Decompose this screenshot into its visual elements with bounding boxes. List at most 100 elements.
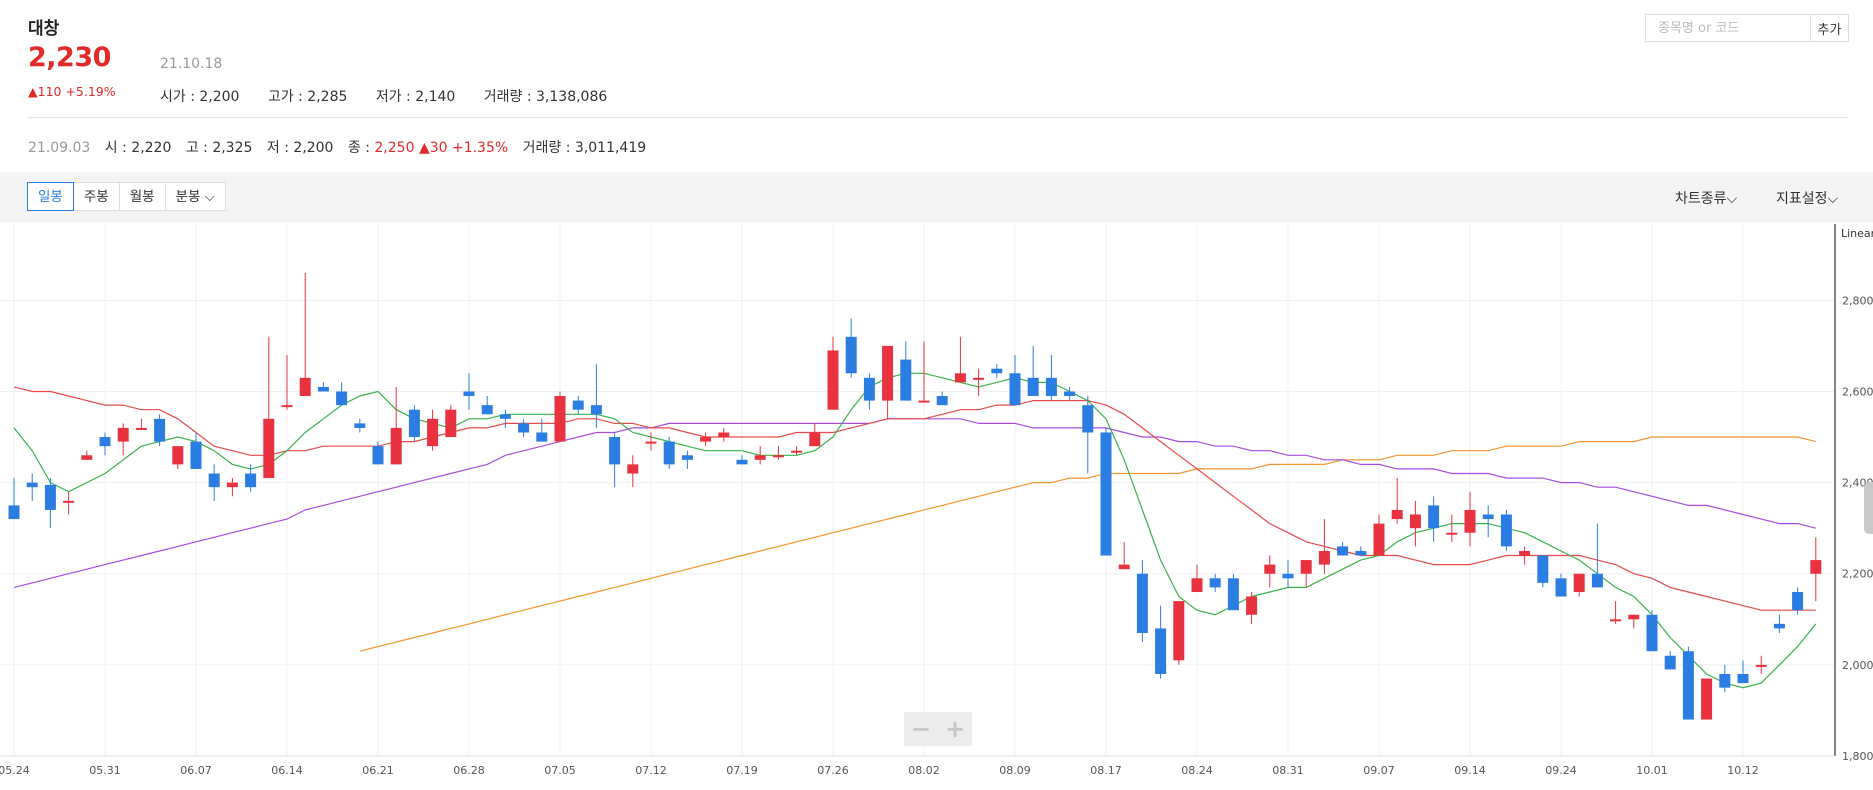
candle (1409, 500, 1421, 547)
candle (663, 437, 675, 469)
header-divider (28, 117, 1848, 118)
candle-body (1100, 432, 1112, 556)
date-axis-labels: 05.24 05.31 06.07 06.14 06.21 06.28 07.05 07.12… (0, 764, 1759, 777)
candle (427, 409, 439, 451)
tab-minute[interactable]: 분봉 ⌵ (164, 182, 226, 211)
date-tick-label: 08.31 (1272, 764, 1304, 777)
quote-date: 21.10.18 (160, 56, 223, 72)
candle (1045, 355, 1057, 401)
tab-daily[interactable]: 일봉 (27, 182, 74, 211)
zoom-controls: − + (904, 712, 972, 746)
candle (1300, 560, 1312, 588)
candle-body (26, 482, 38, 488)
zoom-in-button[interactable]: + (944, 715, 966, 743)
candle (154, 414, 166, 447)
candle (772, 446, 784, 460)
candle-body (809, 432, 821, 447)
candle (481, 396, 493, 415)
date-tick-label: 08.09 (999, 764, 1031, 777)
candle (81, 450, 93, 460)
candle-body (1737, 673, 1749, 684)
candle-body (1792, 591, 1804, 611)
period-tabs: 일봉 주봉 월봉 분봉 ⌵ (27, 182, 226, 211)
candle (1500, 509, 1512, 551)
candle (135, 418, 147, 430)
candle (336, 382, 348, 406)
candle (918, 341, 930, 403)
candle (609, 432, 621, 488)
candle (754, 446, 766, 465)
candle-body (172, 446, 184, 465)
candle (1009, 355, 1021, 406)
candle (1064, 386, 1076, 401)
tab-monthly[interactable]: 월봉 (118, 182, 166, 211)
candle-body (8, 505, 20, 520)
candle-body (1136, 573, 1148, 633)
candle (1209, 573, 1221, 592)
candle-body (226, 482, 238, 488)
candle (627, 455, 639, 488)
candle-body (1428, 505, 1440, 529)
candle (63, 491, 75, 515)
candle-body (918, 400, 930, 403)
candle (1136, 560, 1148, 643)
candle-body (1045, 377, 1057, 397)
moving-average-lines (13, 372, 1817, 689)
date-tick-label: 07.12 (635, 764, 667, 777)
candle-body (1373, 523, 1385, 556)
ma5-line (13, 372, 1817, 689)
candle-body (1227, 578, 1239, 611)
low-price: 저가 : 2,140 (375, 89, 456, 105)
candle (26, 473, 38, 501)
tab-weekly[interactable]: 주봉 (72, 182, 120, 211)
candle-body (1337, 546, 1349, 556)
candle (536, 418, 548, 442)
ma120-line (359, 436, 1816, 652)
candle (245, 464, 257, 492)
cursor-close-label: 종 : (347, 140, 375, 156)
candle (1755, 655, 1767, 674)
date-tick-label: 06.14 (271, 764, 303, 777)
candle (681, 450, 693, 469)
candle (1792, 587, 1804, 615)
cursor-low: 저 : 2,200 (266, 140, 334, 156)
price-tick-label: 2,200 (1842, 568, 1873, 581)
candle (1773, 614, 1785, 633)
candle (1682, 646, 1694, 720)
candle-body (1464, 509, 1476, 533)
candle (372, 441, 384, 465)
candle (554, 391, 566, 442)
candle (1118, 541, 1130, 570)
candle-body (936, 396, 948, 406)
candle-body (336, 391, 348, 406)
indicator-settings-dropdown[interactable]: 지표설정⌵ (1776, 191, 1839, 207)
search-input[interactable] (1646, 15, 1810, 41)
open-price: 시가 : 2,200 (160, 89, 240, 105)
candle (1355, 546, 1367, 556)
add-button[interactable]: 추가 (1810, 15, 1848, 41)
candle (299, 273, 311, 397)
candle (499, 409, 511, 428)
candle-body (1355, 550, 1367, 556)
candle-body (445, 409, 457, 438)
candle (900, 341, 912, 401)
side-panel-toggle[interactable] (1864, 482, 1873, 534)
candle-body (354, 423, 366, 428)
stock-search: 추가 (1645, 14, 1849, 42)
date-tick-label: 07.05 (544, 764, 576, 777)
candle-body (1246, 596, 1258, 615)
chart-type-dropdown[interactable]: 차트종류⌵ (1675, 191, 1738, 207)
date-tick-label: 08.24 (1181, 764, 1213, 777)
zoom-out-button[interactable]: − (910, 715, 932, 743)
candle (1664, 651, 1676, 670)
candle-body (954, 373, 966, 383)
candle-body (645, 441, 657, 444)
candle (1173, 601, 1185, 665)
candle (1446, 514, 1458, 542)
candle-body (663, 441, 675, 465)
candle (518, 418, 530, 438)
candle-body (1682, 651, 1694, 720)
candle (1701, 678, 1713, 720)
candle (1482, 505, 1494, 538)
